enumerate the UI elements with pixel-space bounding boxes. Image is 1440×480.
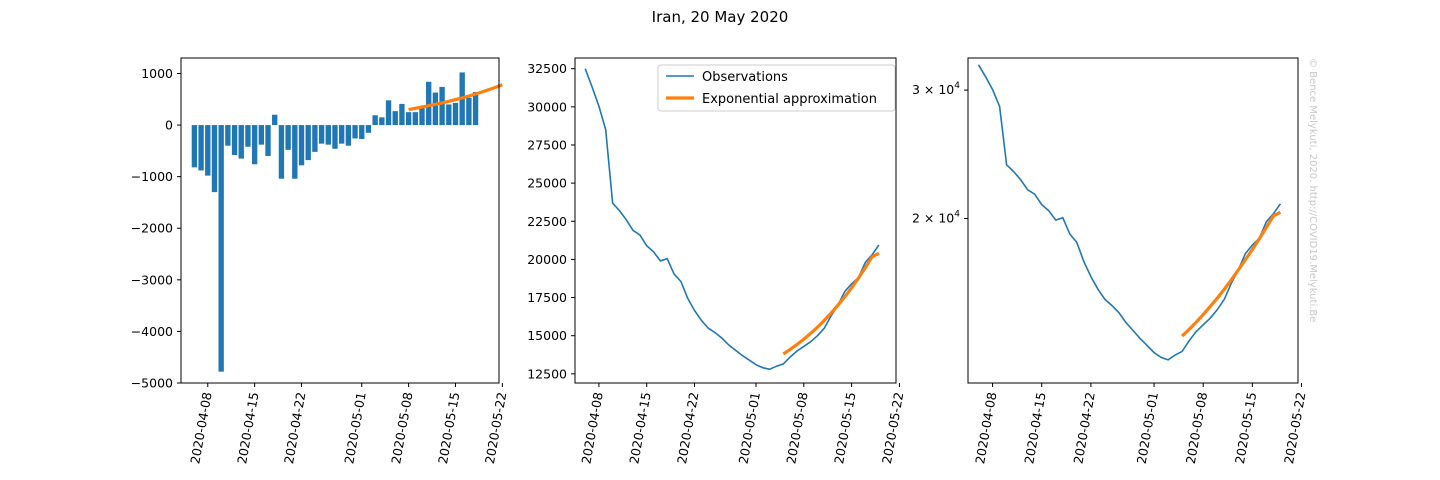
bar [258, 125, 265, 145]
bar [198, 125, 204, 171]
y-tick-label: −3000 [131, 272, 173, 287]
bar [439, 86, 445, 126]
y-tick-label: 2 × 104 [912, 210, 960, 226]
right-log-panel: 2020-04-08 2020-04-15 2020-04-22 2020-05-01… [912, 57, 1308, 465]
x-tick-label: 2020-04-08 [578, 391, 605, 465]
x-tick-label: 2020-05-08 [1183, 391, 1210, 465]
observations-line [584, 68, 880, 371]
y-tick-label: 22500 [527, 214, 567, 229]
x-tick-label: 2020-05-01 [1134, 391, 1161, 465]
axes-frame [180, 57, 500, 384]
bar [372, 115, 378, 126]
x-tick-label: 2020-05-08 [783, 391, 810, 465]
y-tick-label: −4000 [131, 324, 173, 339]
y-tick-label: 25000 [527, 176, 567, 191]
bar [399, 103, 405, 126]
bar [298, 125, 305, 166]
bar [305, 125, 311, 161]
bar [251, 125, 258, 165]
approximation-line [408, 83, 503, 112]
x-tick-label: 2020-05-22 [482, 391, 509, 465]
y-tick-label: 12500 [527, 366, 567, 381]
y-tick-label: −2000 [131, 221, 173, 236]
bar [446, 104, 452, 126]
bar [419, 106, 425, 126]
y-tick-label: −1000 [131, 169, 173, 184]
bar [245, 125, 251, 147]
x-tick-label: 2020-05-15 [1232, 391, 1259, 465]
legend-label: Observations [702, 70, 788, 85]
bar [265, 125, 271, 157]
x-tick-label: 2020-04-22 [281, 391, 308, 465]
x-tick-label: 2020-05-01 [736, 391, 763, 465]
bar [278, 125, 285, 179]
bar [211, 125, 218, 193]
bar [205, 125, 211, 176]
x-tick-label: 2020-04-22 [1070, 391, 1097, 465]
bar [332, 125, 338, 149]
bar [379, 117, 385, 126]
x-tick-label: 2020-04-15 [626, 391, 653, 465]
y-tick-label: 32500 [527, 61, 567, 76]
bar [412, 112, 418, 126]
bar [285, 125, 291, 150]
y-tick-label: 1000 [141, 66, 173, 81]
y-tick-label: 3 × 104 [912, 81, 960, 97]
bar [392, 111, 398, 126]
axes-frame [967, 57, 1299, 384]
bar [359, 125, 365, 139]
figure-title: Iran, 20 May 2020 [652, 8, 789, 26]
bar [338, 125, 345, 144]
axes-frame [574, 57, 897, 384]
x-tick-label: 2020-04-08 [972, 391, 999, 465]
bar [466, 97, 472, 126]
bar [405, 112, 412, 126]
bar [426, 81, 432, 126]
middle-line-panel: 2020-04-08 2020-04-15 2020-04-22 2020-05-01… [527, 57, 906, 465]
bar [218, 125, 224, 372]
observations-line [977, 64, 1282, 361]
legend-box [657, 64, 896, 112]
bar [191, 125, 198, 168]
approximation-line [1180, 210, 1282, 338]
x-tick-label: 2020-04-15 [1021, 391, 1048, 465]
bar [432, 92, 439, 126]
bar [318, 125, 325, 144]
bar [238, 125, 244, 159]
bar [272, 114, 278, 126]
x-tick-label: 2020-05-22 [1281, 391, 1308, 465]
x-tick-label: 2020-05-15 [435, 391, 462, 465]
bar [385, 100, 392, 126]
y-tick-label: 27500 [527, 137, 567, 152]
bar [231, 125, 238, 155]
y-tick-label: −5000 [131, 376, 173, 391]
bar [472, 92, 479, 126]
bar [452, 102, 459, 126]
bar [352, 125, 358, 139]
x-tick-label: 2020-05-15 [831, 391, 858, 465]
bar [325, 125, 331, 145]
bar [365, 125, 372, 133]
x-tick-label: 2020-05-22 [879, 391, 906, 465]
x-tick-label: 2020-04-15 [234, 391, 261, 465]
bar [345, 125, 352, 146]
y-tick-label: 0 [165, 118, 173, 133]
y-tick-label: 20000 [527, 252, 567, 267]
y-tick-label: 30000 [527, 99, 567, 114]
copyright-note: © Bence Melykuti, 2020. http://COVID19.M… [1307, 58, 1318, 322]
bar [292, 125, 298, 179]
bar [225, 125, 231, 146]
y-tick-label: 17500 [527, 290, 567, 305]
x-tick-label: 2020-04-22 [674, 391, 701, 465]
x-tick-label: 2020-05-01 [341, 391, 368, 465]
x-tick-label: 2020-05-08 [388, 391, 415, 465]
approximation-line [782, 251, 880, 356]
y-tick-label: 15000 [527, 328, 567, 343]
x-tick-label: 2020-04-08 [187, 391, 214, 465]
legend-label: Exponential approximation [702, 92, 877, 107]
bar [312, 125, 318, 152]
left-bar-panel: 2020-04-08 2020-04-15 2020-04-22 2020-05-01… [131, 57, 509, 465]
